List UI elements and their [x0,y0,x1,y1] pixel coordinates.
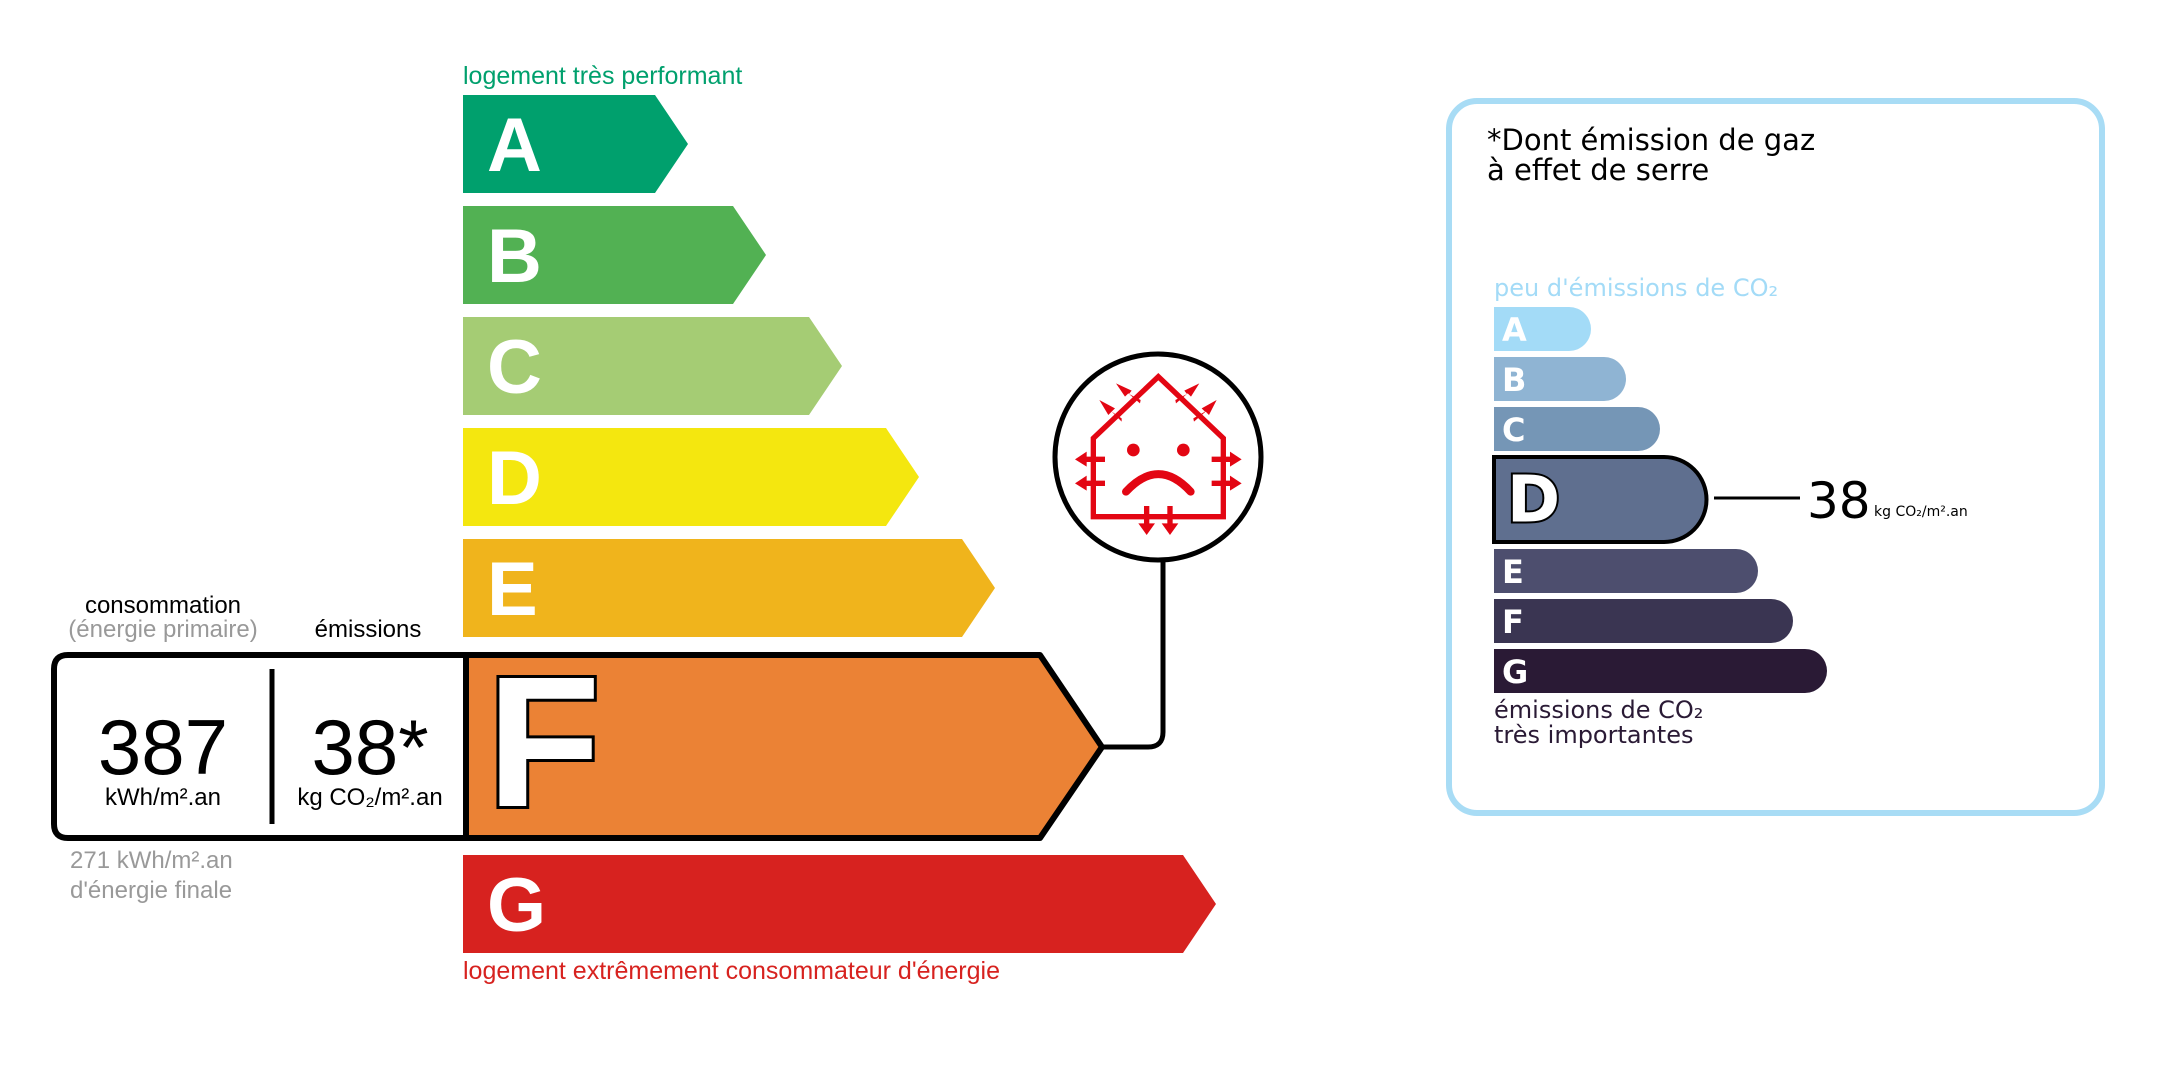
energy-bar-b [463,206,766,304]
emissions-value: 38* [311,703,428,791]
ges-bar-b [1494,357,1626,401]
consumption-sub-label: (énergie primaire) [68,616,257,643]
ges-title-line2: à effet de serre [1487,153,1709,187]
ges-bar-letter: B [1502,361,1526,399]
energy-bar-d [463,428,919,526]
final-energy-label: d'énergie finale [70,877,232,904]
ges-bar-f [1494,599,1793,643]
ges-bar-letter: E [1502,553,1524,591]
house-heat-loss-sad-face-icon [1052,351,1264,563]
energy-bar-c [463,317,842,415]
value-box [51,652,469,841]
ges-bar-letter: F [1502,603,1524,641]
ges-bar-d [1492,455,1709,544]
ges-bottom-label-line1: émissions de CO₂ [1494,696,1703,724]
energy-bar-g [463,855,1216,953]
consumption-value: 387 [98,703,228,791]
ges-unit: kg CO₂/m².an [1874,504,1968,520]
energy-bar-letter: E [487,547,538,632]
energy-bar-letter: D [487,436,542,521]
ges-bar-c [1494,407,1660,451]
energy-top-label: logement très performant [463,62,742,90]
ges-bar-g [1494,649,1827,693]
ges-title-line1: *Dont émission de gaz [1487,123,1815,157]
ges-bar-a [1494,307,1591,351]
energy-bar-letter: B [487,214,542,299]
energy-bar-letter: A [487,103,542,188]
ges-bar-e [1494,549,1758,593]
emissions-unit: kg CO₂/m².an [297,784,442,811]
energy-bottom-label: logement extrêmement consommateur d'éner… [463,957,1000,985]
ges-value: 38 [1807,472,1871,530]
ges-bar-letter: G [1502,653,1528,691]
ges-bar-letter: C [1502,411,1525,449]
final-energy-value: 271 kWh/m².an [70,847,233,874]
energy-bar-e [463,539,995,637]
ges-bar-letter: D [1507,464,1560,538]
energy-bar-a [463,95,688,193]
ges-bottom-label-line2: très importantes [1494,721,1694,749]
energy-bar-letter: C [487,325,542,410]
consumption-label: consommation [85,592,241,619]
icon-connector [1102,560,1166,750]
ges-bar-letter: A [1502,311,1527,349]
ges-top-label: peu d'émissions de CO₂ [1494,274,1778,302]
current-energy-letter: F [487,639,601,846]
energy-bar-letter: G [487,863,546,948]
consumption-unit: kWh/m².an [105,784,221,811]
current-energy-class-box: F 387 kWh/m².an 38* kg CO₂/m².an [51,636,1105,849]
emissions-label: émissions [315,616,422,643]
